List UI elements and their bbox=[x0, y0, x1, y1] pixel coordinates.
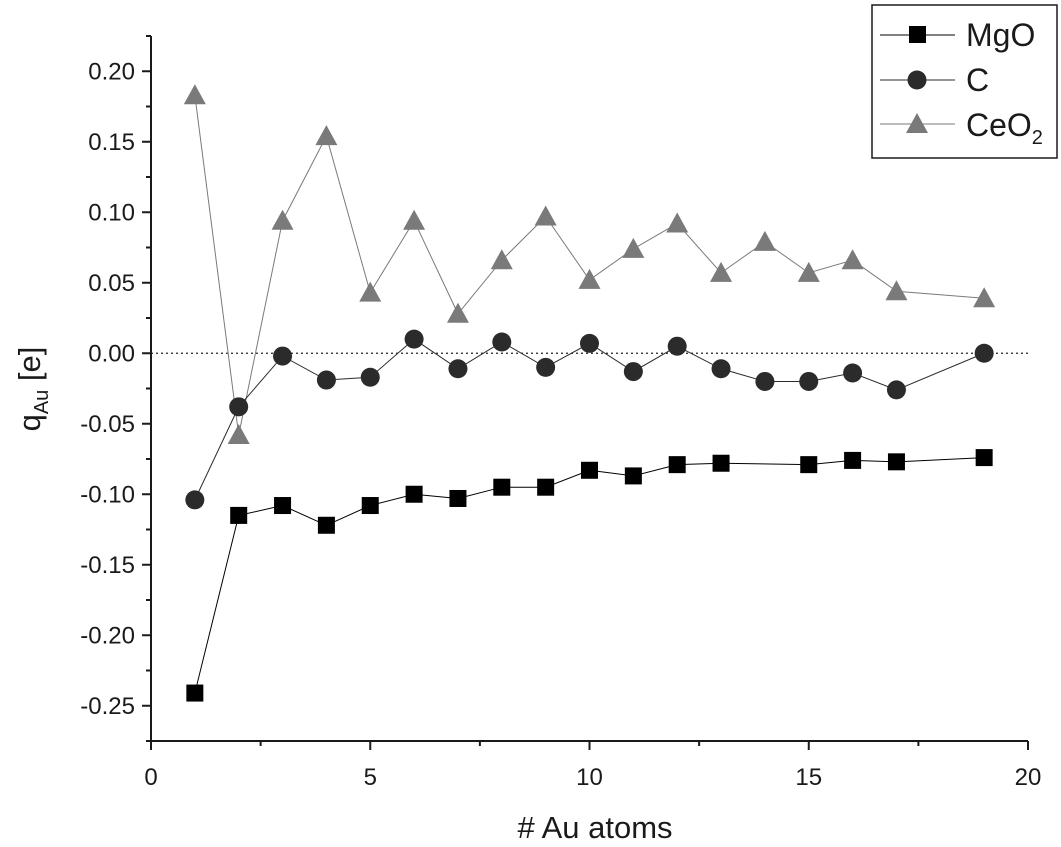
y-axis-title: qAu [e] bbox=[12, 347, 53, 432]
y-tick-label: 0.05 bbox=[88, 270, 135, 297]
data-point-triangle bbox=[841, 249, 864, 270]
data-point-triangle bbox=[183, 84, 206, 105]
y-tick-label: -0.15 bbox=[80, 552, 135, 579]
data-point-square bbox=[274, 497, 292, 515]
data-point-triangle bbox=[271, 209, 294, 230]
data-point-circle bbox=[360, 367, 380, 387]
y-axis-ticks: -0.25 -0.20 -0.15 -0.10 -0.05 0.00 0.05 0.10 0.1… bbox=[80, 35, 151, 742]
data-point-circle bbox=[711, 359, 731, 379]
series-line bbox=[194, 95, 985, 436]
y-axis-title-unit: [e] bbox=[12, 347, 47, 390]
data-point-square bbox=[537, 478, 555, 496]
data-point-square bbox=[712, 454, 730, 472]
data-point-circle bbox=[623, 362, 643, 382]
data-point-square bbox=[186, 684, 204, 702]
data-point-square bbox=[405, 485, 423, 503]
y-axis-title-sub: Au bbox=[31, 390, 53, 414]
y-tick-label: 0.20 bbox=[88, 58, 135, 85]
data-point-triangle bbox=[578, 268, 601, 289]
series-ceo2 bbox=[183, 84, 996, 445]
data-point-circle bbox=[185, 490, 205, 510]
data-point-circle bbox=[799, 371, 819, 391]
data-point-square bbox=[887, 453, 905, 471]
legend-box bbox=[871, 4, 1058, 159]
data-point-triangle bbox=[315, 125, 338, 146]
data-point-triangle bbox=[490, 249, 513, 270]
data-point-circle bbox=[536, 357, 556, 377]
y-tick-label: -0.25 bbox=[80, 693, 135, 720]
legend-square-marker bbox=[909, 26, 926, 43]
data-point-triangle bbox=[753, 230, 776, 251]
data-point-square bbox=[317, 516, 335, 534]
y-tick-label: -0.05 bbox=[80, 411, 135, 438]
legend-entry-c: C bbox=[880, 62, 989, 98]
data-point-square bbox=[800, 456, 818, 474]
data-point-circle bbox=[404, 329, 424, 349]
legend-circle-marker bbox=[907, 70, 927, 90]
series-mgo bbox=[186, 449, 993, 702]
legend-label-c: C bbox=[966, 62, 989, 98]
data-point-triangle bbox=[622, 237, 645, 258]
data-point-square bbox=[493, 478, 511, 496]
data-point-square bbox=[449, 489, 467, 507]
data-point-square bbox=[624, 467, 642, 485]
data-point-triangle bbox=[666, 212, 689, 233]
data-point-triangle bbox=[885, 280, 908, 301]
legend-entry-mgo: MgO bbox=[880, 17, 1035, 53]
data-point-circle bbox=[448, 359, 468, 379]
data-point-square bbox=[230, 506, 248, 524]
data-point-circle bbox=[974, 343, 994, 363]
legend-label-ceo2-main: CeO bbox=[966, 107, 1032, 143]
x-tick-label: 5 bbox=[364, 764, 377, 791]
y-axis-title-main: q bbox=[12, 414, 47, 431]
legend-label-ceo2-sub: 2 bbox=[1032, 127, 1043, 149]
y-tick-label: 0.15 bbox=[88, 129, 135, 156]
data-point-circle bbox=[316, 370, 336, 390]
series-c bbox=[185, 329, 994, 510]
y-tick-label: -0.10 bbox=[80, 481, 135, 508]
data-point-circle bbox=[492, 332, 512, 352]
legend-triangle-marker bbox=[906, 113, 928, 133]
data-point-square bbox=[361, 497, 379, 515]
data-point-circle bbox=[843, 363, 863, 383]
y-tick-label: 0.10 bbox=[88, 199, 135, 226]
data-point-triangle bbox=[227, 424, 250, 445]
y-tick-label: -0.20 bbox=[80, 622, 135, 649]
legend: MgO C CeO2 bbox=[871, 4, 1058, 159]
x-axis-ticks: 0 5 10 15 20 bbox=[144, 741, 1041, 791]
data-point-triangle bbox=[973, 287, 996, 308]
x-axis-title: # Au atoms bbox=[517, 810, 672, 845]
data-point-square bbox=[581, 461, 598, 479]
series-layer bbox=[183, 84, 996, 702]
x-tick-label: 10 bbox=[576, 764, 603, 791]
x-tick-label: 0 bbox=[144, 764, 157, 791]
data-point-circle bbox=[755, 371, 775, 391]
x-tick-label: 15 bbox=[795, 764, 822, 791]
data-point-circle bbox=[667, 336, 687, 356]
legend-label-mgo: MgO bbox=[966, 17, 1035, 53]
data-point-square bbox=[668, 456, 686, 474]
y-tick-label: 0.00 bbox=[88, 340, 135, 367]
legend-label-ceo2: CeO2 bbox=[966, 107, 1043, 149]
data-point-triangle bbox=[534, 205, 557, 226]
data-point-circle bbox=[229, 397, 249, 417]
data-point-square bbox=[975, 449, 993, 467]
data-point-circle bbox=[886, 380, 906, 400]
data-point-circle bbox=[273, 346, 293, 366]
data-point-circle bbox=[580, 333, 599, 353]
data-point-triangle bbox=[359, 281, 382, 302]
data-point-triangle bbox=[710, 261, 733, 282]
series-line bbox=[194, 457, 985, 694]
data-point-square bbox=[844, 451, 862, 469]
data-point-triangle bbox=[446, 302, 469, 323]
data-point-triangle bbox=[403, 209, 426, 230]
data-point-triangle bbox=[797, 261, 820, 282]
legend-entry-ceo2: CeO2 bbox=[880, 107, 1043, 149]
x-tick-label: 20 bbox=[1015, 764, 1042, 791]
